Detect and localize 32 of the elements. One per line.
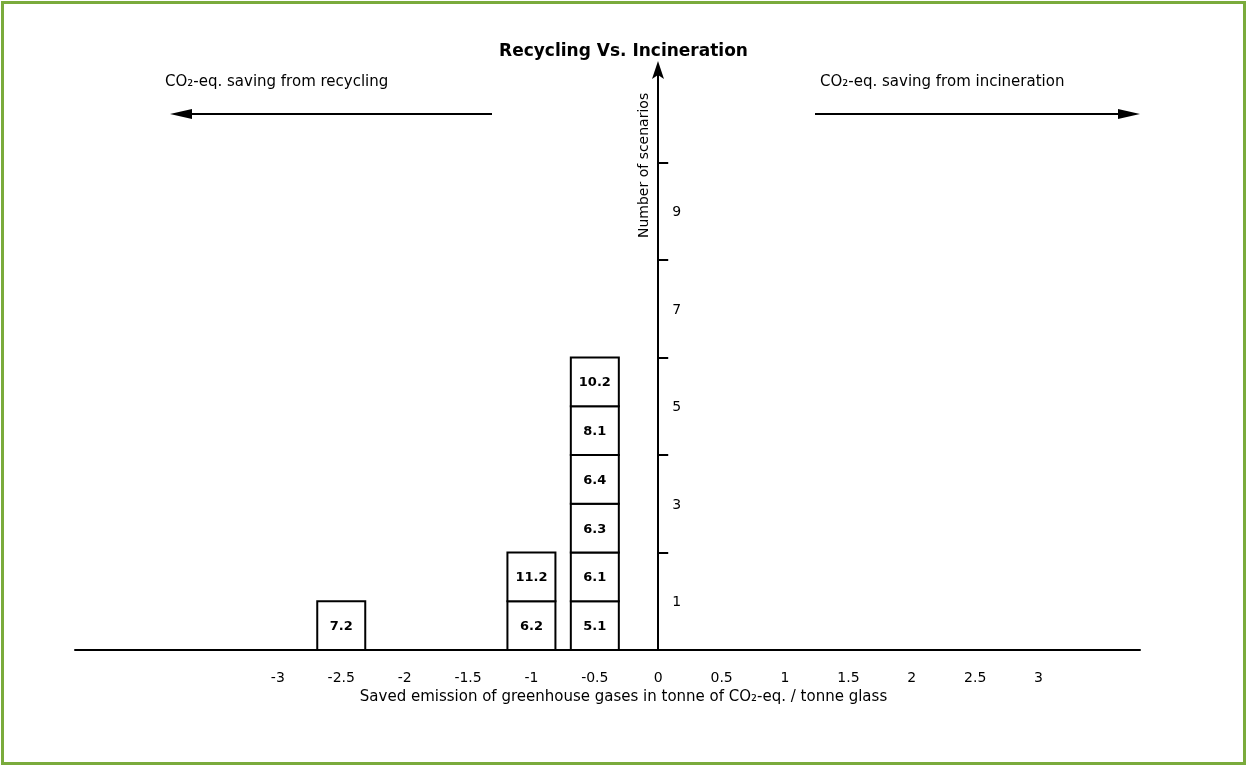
y-axis-title: Number of scenarios (635, 92, 652, 238)
x-tick-label: -2 (397, 669, 412, 685)
x-tick-label: 0 (653, 669, 663, 685)
x-tick-label: -3 (270, 669, 285, 685)
annotation: 11.2 (515, 569, 548, 585)
annotation: CO₂-eq. saving from incineration (820, 71, 1065, 90)
x-tick-label: -0.5 (581, 669, 609, 685)
annotation: 6.2 (519, 618, 543, 634)
x-tick-label: 2.5 (964, 669, 987, 685)
y-tick-label: 9 (672, 203, 682, 220)
y-tick-label: 5 (672, 398, 682, 415)
x-tick-label: 2 (907, 669, 917, 685)
annotation: 6.1 (583, 569, 607, 585)
annotation: 8.1 (583, 423, 607, 439)
x-tick-label: -1 (524, 669, 539, 685)
x-tick-label: 3 (1034, 669, 1044, 685)
y-tick-label: 7 (672, 300, 682, 317)
annotation: 5.1 (583, 618, 607, 634)
y-tick-label: 3 (672, 495, 682, 512)
y-tick-label: 1 (672, 593, 682, 610)
x-tick-label: -2.5 (327, 669, 355, 685)
annotation: 7.2 (329, 618, 353, 634)
annotation: 6.3 (583, 520, 607, 536)
x-tick-label: 1.5 (837, 669, 860, 685)
x-tick-label: -1.5 (454, 669, 482, 685)
annotation: CO₂-eq. saving from recycling (165, 71, 389, 90)
x-tick-label: 0.5 (710, 669, 733, 685)
annotation: 10.2 (578, 374, 611, 390)
chart-title: Recycling Vs. Incineration (499, 39, 748, 60)
x-tick-label: 1 (780, 669, 790, 685)
annotation: 6.4 (583, 471, 607, 487)
x-axis-title: Saved emission of greenhouse gases in tonne of CO₂-eq. / tonne glass (359, 686, 888, 705)
